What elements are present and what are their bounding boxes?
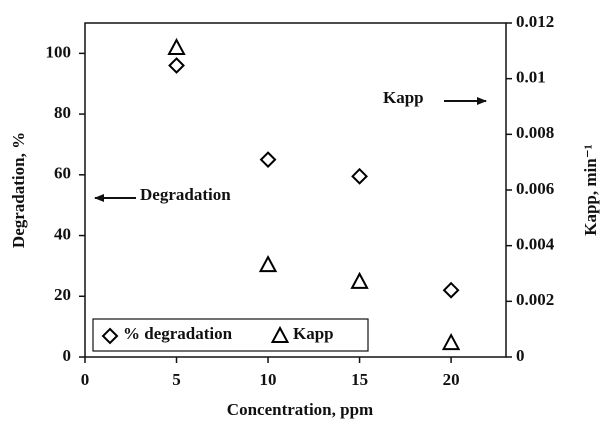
y2-tick-label: 0.004 — [516, 235, 555, 254]
y-tick-label: 100 — [46, 42, 72, 61]
y2-tick-label: 0.006 — [516, 179, 554, 198]
y2-tick-label: 0.002 — [516, 290, 554, 309]
x-tick-label: 0 — [81, 370, 90, 389]
point — [168, 57, 185, 74]
point — [441, 332, 461, 351]
y-tick-label: 60 — [54, 164, 71, 183]
y2-axis-label: Kapp, min⁻¹ — [581, 144, 600, 236]
annotation: Degradation — [140, 185, 231, 204]
point — [258, 255, 278, 273]
point — [259, 151, 277, 169]
x-tick-label: 15 — [351, 370, 368, 389]
annotation: Kapp — [383, 88, 424, 107]
y-tick-label: 40 — [54, 224, 71, 243]
y-tick-label: 20 — [54, 285, 71, 304]
y-axis-label: Degradation, % — [9, 132, 28, 248]
point — [350, 271, 369, 289]
point — [442, 281, 460, 299]
legend-box — [92, 318, 369, 352]
legend-label: Kapp — [293, 324, 334, 343]
y2-tick-label: 0 — [516, 346, 525, 365]
y-tick-label: 80 — [54, 103, 71, 122]
point — [167, 37, 186, 56]
y2-tick-label: 0.01 — [516, 68, 546, 87]
y-tick-label: 0 — [63, 346, 72, 365]
y2-tick-label: 0.012 — [516, 12, 554, 31]
x-tick-label: 20 — [443, 370, 460, 389]
point — [351, 167, 368, 185]
legend-marker — [270, 325, 290, 343]
x-tick-label: 10 — [260, 370, 277, 389]
x-axis-label: Concentration, ppm — [227, 400, 373, 419]
legend-marker — [101, 327, 119, 345]
legend-label: % degradation — [123, 324, 233, 343]
x-tick-label: 5 — [172, 370, 181, 389]
y2-tick-label: 0.008 — [516, 123, 554, 142]
